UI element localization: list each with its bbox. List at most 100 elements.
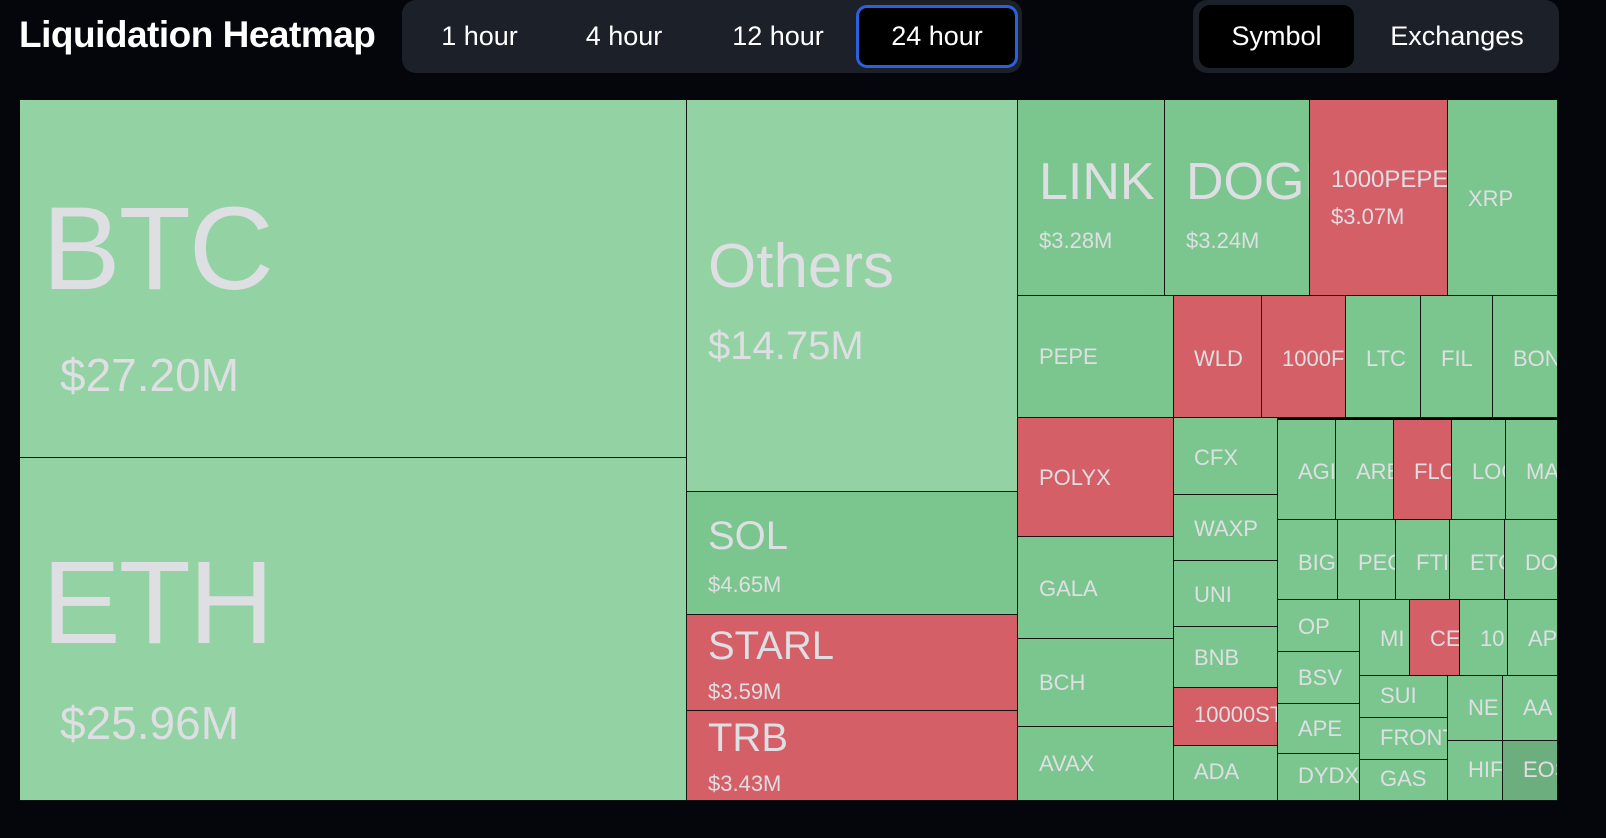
treemap-tile-sui[interactable]: SUI bbox=[1360, 676, 1448, 718]
tile-symbol: MI bbox=[1380, 626, 1405, 651]
treemap-tile-flo[interactable]: FLO bbox=[1394, 420, 1452, 520]
tile-symbol: GALA bbox=[1039, 576, 1098, 601]
treemap-tile-arb[interactable]: ARB bbox=[1336, 420, 1394, 520]
treemap-tile-avax[interactable]: AVAX bbox=[1018, 727, 1174, 801]
treemap-tile-1000f[interactable]: 1000F bbox=[1262, 296, 1346, 418]
tile-value: $4.65M bbox=[708, 572, 782, 597]
view-symbol-button[interactable]: Symbol bbox=[1199, 5, 1354, 68]
tile-symbol: DO bbox=[1525, 550, 1558, 575]
tile-symbol: Others bbox=[708, 232, 895, 301]
time-filter-24h[interactable]: 24 hour bbox=[856, 5, 1018, 68]
tile-symbol: 1000F bbox=[1282, 346, 1345, 371]
treemap-tile-fil[interactable]: FIL bbox=[1421, 296, 1493, 418]
tile-value: $3.24M bbox=[1186, 228, 1260, 253]
tile-symbol: BCH bbox=[1039, 670, 1086, 695]
tile-symbol: BNB bbox=[1194, 645, 1240, 670]
treemap-tile-btc[interactable]: BTC $27.20M bbox=[20, 100, 687, 458]
treemap-tile-bnb[interactable]: BNB bbox=[1174, 627, 1278, 688]
treemap-tile-fti[interactable]: FTI bbox=[1396, 520, 1450, 600]
treemap-tile-mi[interactable]: MI bbox=[1360, 600, 1410, 676]
treemap-tile-ne[interactable]: NE bbox=[1448, 676, 1503, 741]
treemap-tile-ma[interactable]: MA bbox=[1506, 420, 1558, 520]
tile-symbol: PEO bbox=[1358, 550, 1395, 575]
tile-symbol: FLO bbox=[1414, 459, 1451, 484]
tile-symbol: BON bbox=[1513, 346, 1558, 371]
tile-symbol: ETH bbox=[42, 537, 274, 669]
treemap-tile-hif[interactable]: HIF bbox=[1448, 741, 1503, 801]
tile-symbol: DOGE bbox=[1186, 153, 1309, 211]
treemap-tile-xrp[interactable]: XRP bbox=[1448, 100, 1558, 296]
tile-value: $3.07M bbox=[1331, 204, 1405, 229]
time-filter-4h[interactable]: 4 hour bbox=[585, 21, 663, 51]
treemap-tile-peo[interactable]: PEO bbox=[1338, 520, 1396, 600]
tile-symbol: CE bbox=[1430, 626, 1460, 651]
tile-symbol: CFX bbox=[1194, 445, 1238, 470]
treemap-tile-10[interactable]: 10 bbox=[1460, 600, 1508, 676]
treemap-tile-cfx[interactable]: CFX bbox=[1174, 418, 1278, 495]
treemap-tile-trb[interactable]: TRB $3.43M bbox=[687, 711, 1018, 801]
treemap-tile-loo[interactable]: LOO bbox=[1452, 420, 1506, 520]
treemap-tile-pepe[interactable]: PEPE bbox=[1018, 296, 1174, 418]
treemap-tile-waxp[interactable]: WAXP bbox=[1174, 495, 1278, 561]
tile-value: $27.20M bbox=[60, 349, 240, 401]
time-filter-1h[interactable]: 1 hour bbox=[441, 21, 518, 51]
tile-symbol: NE bbox=[1468, 695, 1499, 720]
treemap-tile-gala[interactable]: GALA bbox=[1018, 537, 1174, 639]
treemap-tile-eth[interactable]: ETH $25.96M bbox=[20, 458, 687, 801]
treemap-tile-aa[interactable]: AA bbox=[1503, 676, 1558, 741]
treemap-tile-sol[interactable]: SOL $4.65M bbox=[687, 492, 1018, 615]
treemap-tile-bch[interactable]: BCH bbox=[1018, 639, 1174, 727]
tile-symbol: FTI bbox=[1416, 550, 1449, 575]
treemap-tile-big[interactable]: BIG bbox=[1278, 520, 1338, 600]
tile-symbol: AP bbox=[1528, 626, 1558, 651]
treemap-tile-10000st[interactable]: 10000ST bbox=[1174, 688, 1278, 746]
treemap-tile-doge[interactable]: DOGE $3.24M bbox=[1165, 100, 1310, 296]
tile-symbol: XRP bbox=[1468, 186, 1514, 211]
tile-symbol: AGI bbox=[1298, 459, 1336, 484]
treemap-tile-gas[interactable]: GAS bbox=[1360, 760, 1448, 801]
tile-symbol: MA bbox=[1526, 459, 1558, 484]
view-exchanges-button[interactable]: Exchanges bbox=[1390, 21, 1524, 51]
tile-symbol: BTC bbox=[42, 183, 274, 315]
tile-symbol: APE bbox=[1298, 716, 1343, 741]
time-filter-12h[interactable]: 12 hour bbox=[732, 21, 824, 51]
treemap-tile-others[interactable]: Others $14.75M bbox=[687, 100, 1018, 492]
tile-symbol: SOL bbox=[708, 514, 789, 558]
view-mode-selector: Symbol Exchanges bbox=[1193, 0, 1559, 73]
tile-symbol: PEPE bbox=[1039, 344, 1098, 369]
treemap-tile-ltc[interactable]: LTC bbox=[1346, 296, 1421, 418]
treemap-tile-bon[interactable]: BON bbox=[1493, 296, 1558, 418]
treemap-tile-1000pepe[interactable]: 1000PEPE $3.07M bbox=[1310, 100, 1448, 296]
treemap-tile-dydx[interactable]: DYDX bbox=[1278, 754, 1360, 801]
treemap-tile-etc[interactable]: ETC bbox=[1450, 520, 1505, 600]
treemap-tile-bsv[interactable]: BSV bbox=[1278, 652, 1360, 704]
page-title: Liquidation Heatmap bbox=[19, 14, 376, 55]
treemap-tile-front[interactable]: FRONT bbox=[1360, 718, 1448, 760]
treemap-tile-op[interactable]: OP bbox=[1278, 600, 1360, 652]
treemap-tile-ce[interactable]: CE bbox=[1410, 600, 1460, 676]
treemap-tile-do[interactable]: DO bbox=[1505, 520, 1558, 600]
tile-symbol: BIG bbox=[1298, 550, 1336, 575]
tile-symbol: GAS bbox=[1380, 766, 1427, 791]
treemap-tile-link[interactable]: LINK $3.28M bbox=[1018, 100, 1165, 296]
tile-symbol: 10000ST bbox=[1194, 702, 1278, 727]
tile-symbol: WAXP bbox=[1194, 516, 1258, 541]
treemap-tile-ada[interactable]: ADA bbox=[1174, 746, 1278, 801]
tile-symbol: ARB bbox=[1356, 459, 1393, 484]
treemap-tile-uni[interactable]: UNI bbox=[1174, 561, 1278, 627]
treemap-tile-starl[interactable]: STARL $3.59M bbox=[687, 615, 1018, 711]
treemap-tile-ap[interactable]: AP bbox=[1508, 600, 1558, 676]
treemap-tile-polyx[interactable]: POLYX bbox=[1018, 418, 1174, 537]
tile-symbol: FRONT bbox=[1380, 725, 1447, 750]
treemap-tile-agi[interactable]: AGI bbox=[1278, 420, 1336, 520]
tile-symbol: UNI bbox=[1194, 582, 1232, 607]
tile-symbol: POLYX bbox=[1039, 465, 1111, 490]
tile-symbol: WLD bbox=[1194, 346, 1243, 371]
time-range-selector: 1 hour 4 hour 12 hour 24 hour bbox=[402, 0, 1022, 73]
tile-symbol: AVAX bbox=[1039, 751, 1095, 776]
treemap-tile-eos[interactable]: EOS bbox=[1503, 741, 1558, 801]
tile-symbol: LINK bbox=[1039, 153, 1155, 211]
treemap-tile-wld[interactable]: WLD bbox=[1174, 296, 1262, 418]
treemap-tile-ape[interactable]: APE bbox=[1278, 704, 1360, 754]
tile-symbol: 10 bbox=[1480, 626, 1505, 651]
